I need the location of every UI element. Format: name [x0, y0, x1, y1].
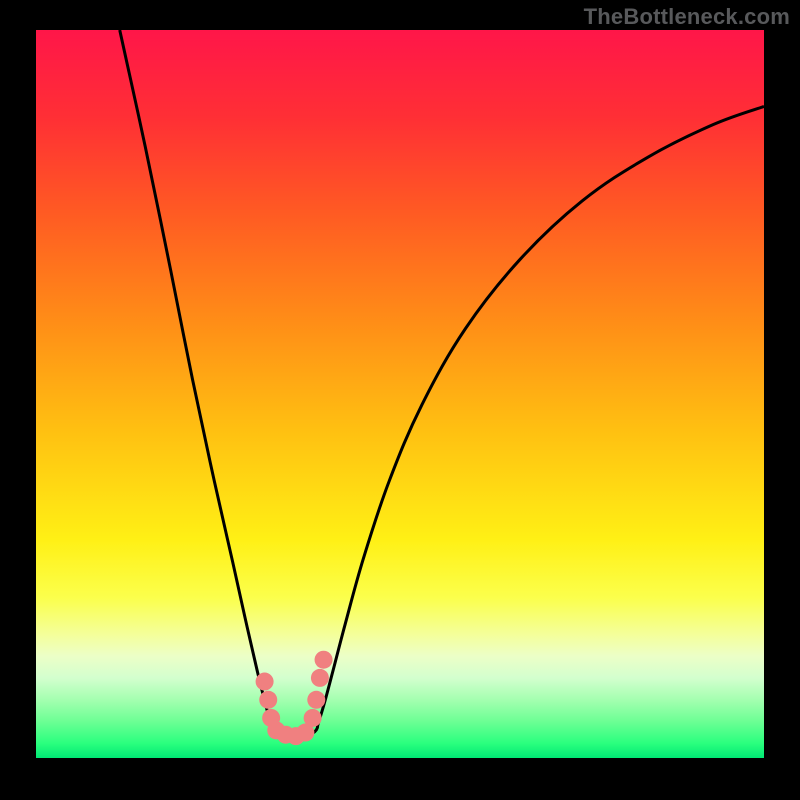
plot-area: [36, 30, 764, 758]
chart-container: TheBottleneck.com: [0, 0, 800, 800]
watermark-text: TheBottleneck.com: [584, 4, 790, 30]
data-dot: [315, 651, 333, 669]
data-dot: [307, 691, 325, 709]
curve-layer: [36, 30, 764, 758]
data-dot: [304, 709, 322, 727]
data-dot: [311, 669, 329, 687]
data-dot: [259, 691, 277, 709]
bottleneck-curve: [120, 30, 764, 736]
data-dots: [256, 651, 333, 745]
data-dot: [256, 673, 274, 691]
